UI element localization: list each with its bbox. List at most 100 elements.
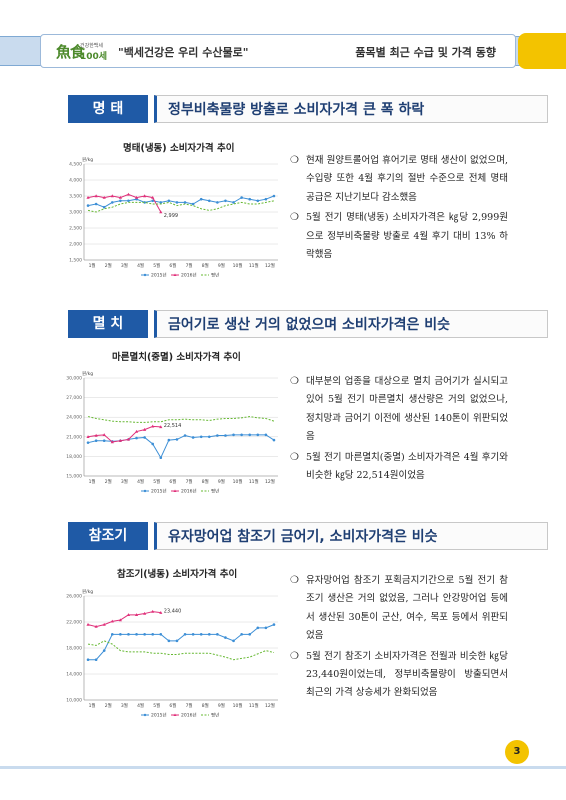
data-point (127, 633, 130, 636)
legend-label: 평년 (211, 712, 219, 719)
data-point (119, 199, 122, 203)
data-point (224, 434, 227, 437)
axis-unit: 원/kg (82, 370, 93, 377)
x-tick-label: 6월 (169, 702, 176, 709)
data-point (135, 633, 138, 636)
section-banner-anchovy: 멸 치 금어기로 생산 거의 없었으며 소비자가격은 비슷 (68, 310, 548, 338)
legend-label: 2016년 (181, 712, 197, 719)
y-tick-label: 30,000 (66, 376, 82, 382)
y-tick-label: 14,000 (66, 672, 82, 678)
data-point (86, 441, 90, 444)
x-tick-label: 3월 (121, 478, 128, 485)
legend-label: 2015년 (151, 488, 167, 495)
axis-unit: 원/kg (82, 588, 93, 595)
data-point (159, 610, 163, 614)
data-point (216, 633, 219, 636)
x-tick-label: 9월 (218, 702, 225, 709)
data-point (240, 433, 243, 437)
data-point (135, 436, 138, 440)
data-point (94, 439, 98, 443)
data-point (216, 201, 219, 204)
data-point (248, 633, 252, 636)
bullet-text: 5월 전기 참조기 소비자가격은 전월과 비슷한 ㎏당 23,440원이었는데,… (306, 650, 508, 699)
x-tick-label: 8월 (202, 262, 209, 269)
data-point (199, 633, 203, 636)
bullet-mark: ❍ (290, 650, 299, 662)
data-point (86, 195, 90, 199)
data-point (151, 633, 155, 636)
data-point (248, 433, 252, 437)
bullet-mark: ❍ (290, 376, 299, 387)
data-point (110, 201, 114, 204)
y-tick-label: 22,000 (66, 620, 82, 626)
data-point (143, 201, 146, 204)
bullet-list: ❍ 대부분의 업종을 대상으로 멸치 금어기가 실시되고 있어 5월 전기 마른멸… (290, 373, 508, 487)
bullet-list: ❍ 현재 원양트롤어업 휴어기로 명태 생산이 없었으며, 수입량 또한 4월 후… (290, 152, 508, 266)
series-line-2 (87, 640, 275, 661)
legend-marker (143, 489, 147, 493)
data-point (224, 636, 227, 639)
x-tick-label: 9월 (218, 262, 225, 269)
data-point (118, 618, 122, 622)
x-tick-label: 11월 (249, 262, 259, 269)
data-point (183, 201, 187, 204)
header-slogan: "백세건강은 우리 수산물로" (118, 46, 249, 59)
y-tick-label: 27,000 (66, 395, 82, 401)
data-point (110, 633, 114, 636)
data-point (143, 436, 146, 439)
legend-label: 2016년 (181, 488, 197, 495)
data-point (232, 433, 235, 437)
data-point (207, 435, 211, 439)
data-point (272, 623, 276, 626)
bullet-list: ❍ 유자망어업 참조기 포획금지기간으로 5월 전기 참조기 생산은 거의 없었음… (290, 572, 508, 705)
croaker-price-chart: 원/kg 10,000 14,000 18,000 22,000 26,000 1월 2월 3월… (66, 588, 278, 719)
bullet-item: ❍ 유자망어업 참조기 포획금지기간으로 5월 전기 참조기 생산은 거의 없었음… (290, 572, 508, 646)
data-point (159, 456, 163, 460)
bullet-mark: ❍ (290, 155, 299, 166)
y-tick-label: 26,000 (66, 594, 82, 600)
y-tick-label: 18,000 (66, 646, 82, 652)
series-line-1 (87, 425, 161, 443)
page-number: 3 (505, 740, 529, 764)
data-point (134, 613, 139, 617)
data-point (86, 622, 90, 626)
banner-frame (154, 95, 548, 123)
x-tick-label: 2월 (105, 262, 112, 269)
data-point (102, 433, 106, 437)
x-tick-label: 11월 (249, 702, 259, 709)
data-point (159, 633, 163, 636)
data-point (151, 442, 155, 446)
y-tick-label: 18,000 (66, 454, 82, 460)
x-tick-label: 12월 (265, 262, 275, 269)
data-point (240, 196, 243, 199)
data-point (102, 439, 106, 443)
bullet-text: 유자망어업 참조기 포획금지기간으로 5월 전기 참조기 생산은 거의 없었음,… (306, 575, 508, 642)
data-point (126, 613, 131, 617)
header-panel (40, 34, 516, 68)
x-tick-label: 2월 (105, 702, 112, 709)
data-point (151, 195, 155, 199)
x-tick-label: 4월 (137, 262, 144, 269)
data-point (110, 194, 114, 198)
axis-unit: 원/kg (82, 156, 93, 163)
y-tick-label: 3,000 (69, 210, 82, 216)
data-point (86, 204, 90, 207)
bullet-text: 5월 전기 명태(냉동) 소비자가격은 ㎏당 2,999원으로 정부비축물량 방… (306, 212, 508, 261)
x-tick-label: 4월 (137, 702, 144, 709)
y-tick-label: 2,000 (69, 242, 82, 248)
x-tick-label: 10월 (233, 478, 243, 485)
logo: 魚食 건강한백세 100세 (56, 40, 112, 62)
data-point (175, 438, 179, 441)
x-tick-label: 8월 (202, 702, 209, 709)
x-tick-label: 2월 (105, 478, 112, 485)
series-line-1 (87, 193, 162, 213)
data-label: 22,514 (164, 423, 182, 429)
bullet-text: 현재 원양트롤어업 휴어기로 명태 생산이 없었으며, 수입량 또한 4월 후기… (306, 155, 508, 203)
data-point (191, 436, 195, 439)
header-title: 품목별 최근 수급 및 가격 동향 (355, 46, 496, 59)
legend-marker (143, 713, 147, 717)
data-point (232, 639, 235, 643)
data-point (256, 199, 260, 203)
section-banner-pollock: 명 태 정부비축물량 방출로 소비자가격 큰 폭 하락 (68, 95, 548, 123)
data-label: 23,440 (164, 609, 182, 615)
